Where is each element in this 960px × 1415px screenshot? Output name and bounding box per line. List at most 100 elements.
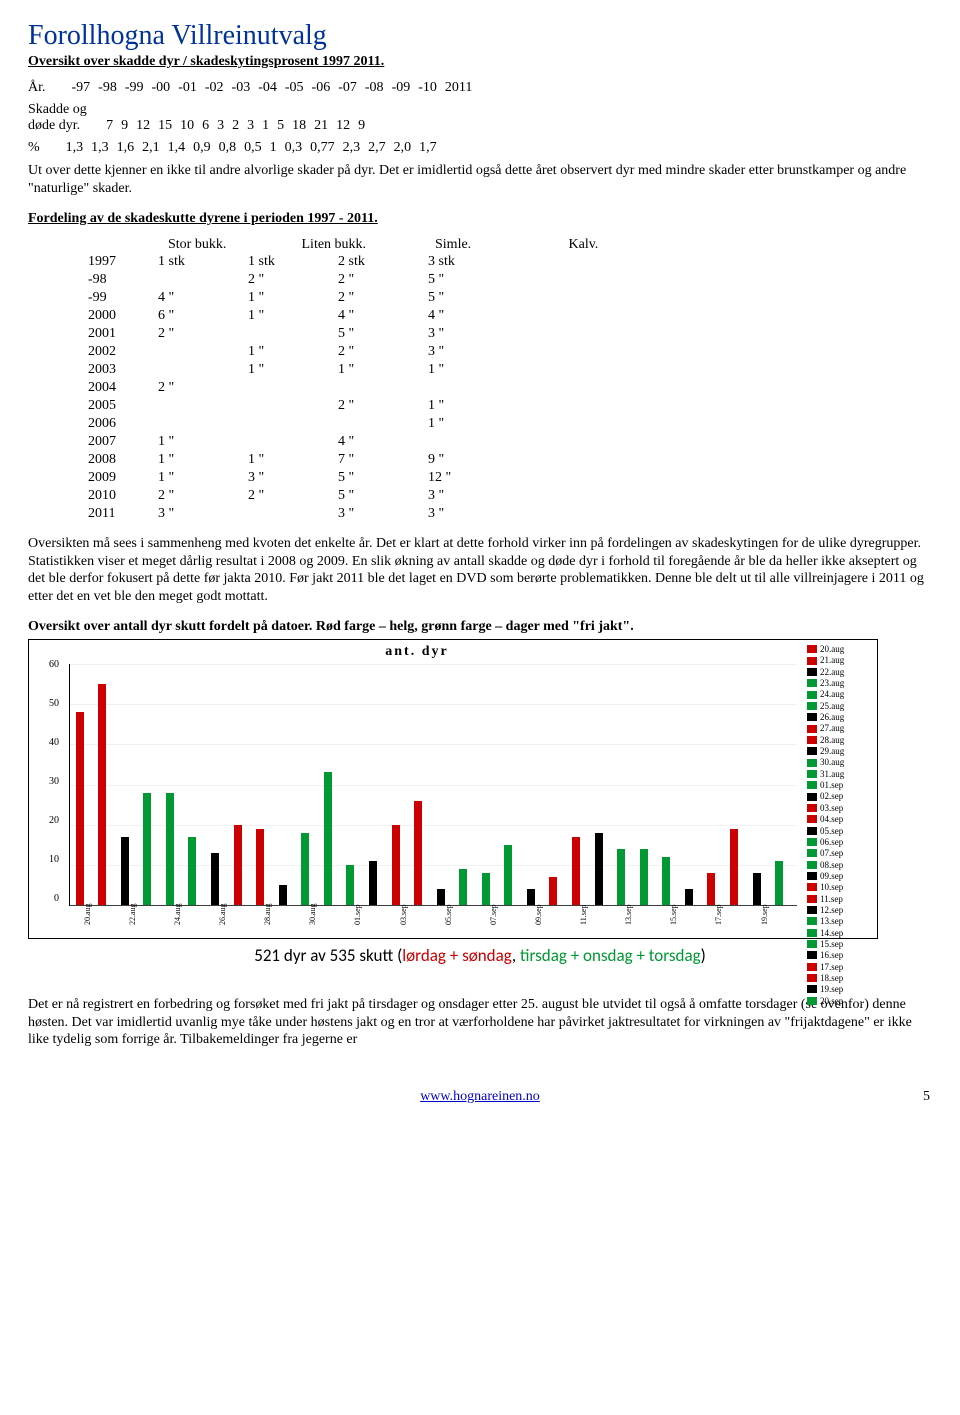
table-cell: 3 "	[428, 487, 518, 505]
table-cell: 2 "	[248, 487, 338, 505]
table-cell: 9 "	[428, 451, 518, 469]
table-cell	[248, 433, 338, 451]
table-cell: 3 "	[338, 505, 428, 523]
x-tick-label: 07.sep	[489, 904, 498, 925]
table-cell: 3	[247, 118, 262, 134]
legend-item: 25.aug	[807, 701, 875, 711]
distribution-table: 19971 stk1 stk2 stk3 stk -982 "2 "5 " -9…	[88, 253, 518, 523]
legend-item: 07.sep	[807, 848, 875, 858]
year-cell: 2009	[88, 469, 158, 487]
table-cell	[248, 325, 338, 343]
table-cell: -03	[232, 80, 259, 96]
year-cell: 2001	[88, 325, 158, 343]
table-cell: 18	[292, 118, 314, 134]
chart-bar	[369, 861, 377, 905]
chart-bar	[730, 829, 738, 905]
legend-item: 22.aug	[807, 667, 875, 677]
year-cell: 2011	[88, 505, 158, 523]
table-cell: -01	[178, 80, 205, 96]
damage-count-table: døde dyr.791215106323151821129	[28, 118, 373, 134]
chart-bar	[640, 849, 648, 905]
table-cell	[158, 397, 248, 415]
table-cell: 1,4	[168, 140, 194, 156]
legend-item: 10.sep	[807, 882, 875, 892]
table-row: 20006 "1 "4 "4 "	[88, 307, 518, 325]
x-tick-label: 09.sep	[534, 904, 543, 925]
table-cell: 15	[158, 118, 180, 134]
legend-item: 20.aug	[807, 644, 875, 654]
x-tick-label: 15.sep	[669, 904, 678, 925]
table-row: 20012 "5 "3 "	[88, 325, 518, 343]
table-cell: 1,6	[117, 140, 143, 156]
table-cell: 1 "	[428, 415, 518, 433]
table-cell: 9	[358, 118, 373, 134]
table-cell: -98	[98, 80, 125, 96]
year-cell: 2008	[88, 451, 158, 469]
table-row: 20052 "1 "	[88, 397, 518, 415]
table-cell: 2 stk	[338, 253, 428, 271]
legend-item: 24.aug	[807, 689, 875, 699]
year-cell: 2010	[88, 487, 158, 505]
row-label: %	[28, 140, 66, 156]
table-cell: 4 "	[338, 433, 428, 451]
legend-item: 08.sep	[807, 860, 875, 870]
table-cell: -05	[285, 80, 312, 96]
para2: Oversikten må sees i sammenheng med kvot…	[28, 535, 932, 605]
legend-item: 19.sep	[807, 984, 875, 994]
footer-link[interactable]: www.hognareinen.no	[420, 1089, 540, 1104]
y-tick-label: 0	[37, 893, 59, 904]
chart-legend: 20.aug21.aug22.aug23.aug24.aug25.aug26.a…	[805, 640, 877, 938]
table-cell	[248, 505, 338, 523]
year-cell: 2000	[88, 307, 158, 325]
table-cell: 5 "	[338, 469, 428, 487]
chart-bar	[188, 837, 196, 905]
table-cell	[158, 361, 248, 379]
table-cell: 10	[180, 118, 202, 134]
table-cell: 2 "	[338, 343, 428, 361]
table-cell: 3 "	[248, 469, 338, 487]
table-cell	[428, 433, 518, 451]
legend-item: 20.sep	[807, 996, 875, 1006]
legend-item: 12.sep	[807, 905, 875, 915]
table-cell: 21	[314, 118, 336, 134]
legend-item: 29.aug	[807, 746, 875, 756]
table-cell: 5 "	[338, 487, 428, 505]
table-cell: 1 "	[248, 343, 338, 361]
damage-pct-table: %1,31,31,62,11,40,90,80,510,30,772,32,72…	[28, 140, 445, 156]
chart-bar	[76, 712, 84, 905]
chart-bar	[685, 889, 693, 905]
table-cell	[248, 379, 338, 397]
chart-bar	[346, 865, 354, 905]
table-cell: 7	[106, 118, 121, 134]
table-row: 20031 "1 "1 "	[88, 361, 518, 379]
table-cell: 0,5	[244, 140, 270, 156]
year-cell: 2004	[88, 379, 158, 397]
table-cell: 6 "	[158, 307, 248, 325]
table-cell: 1 stk	[158, 253, 248, 271]
x-tick-label: 26.aug	[218, 903, 227, 925]
legend-item: 18.sep	[807, 973, 875, 983]
x-tick-label: 30.aug	[308, 903, 317, 925]
chart-bar	[707, 873, 715, 905]
y-tick-label: 20	[37, 815, 59, 826]
table-row: 20061 "	[88, 415, 518, 433]
table-cell: -04	[258, 80, 285, 96]
section1-heading: Oversikt over skadde dyr / skadeskytings…	[28, 54, 932, 70]
table-cell: 4 "	[428, 307, 518, 325]
table-cell: 1,3	[91, 140, 117, 156]
legend-item: 09.sep	[807, 871, 875, 881]
year-cell: 2002	[88, 343, 158, 361]
table-cell: 2 "	[158, 325, 248, 343]
year-cell: -99	[88, 289, 158, 307]
table-cell: 9	[121, 118, 136, 134]
table-cell	[248, 415, 338, 433]
legend-item: 13.sep	[807, 916, 875, 926]
table-cell: 0,77	[310, 140, 343, 156]
chart-bar	[549, 877, 557, 905]
table-cell: 3 "	[428, 343, 518, 361]
legend-item: 02.sep	[807, 791, 875, 801]
table-cell	[158, 271, 248, 289]
table-cell: 4 "	[338, 307, 428, 325]
table-cell: 5 "	[338, 325, 428, 343]
table-cell: 1 "	[158, 433, 248, 451]
